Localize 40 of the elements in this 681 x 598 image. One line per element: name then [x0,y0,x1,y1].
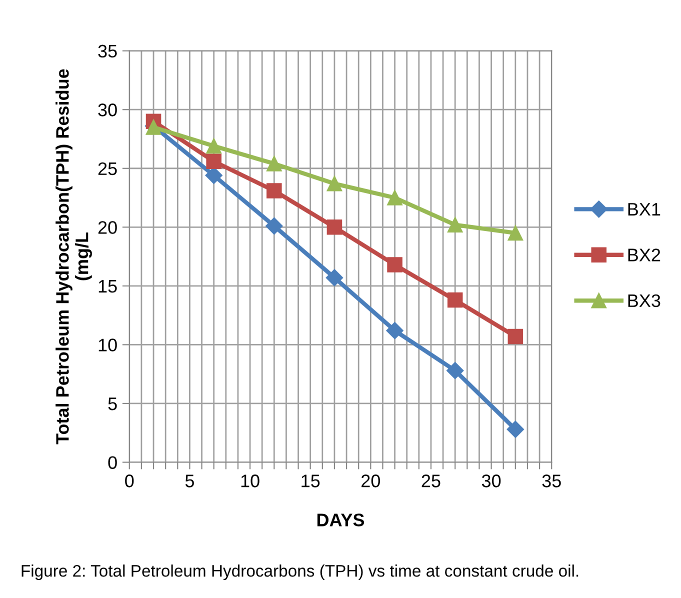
y-tick-label: 15 [98,280,117,293]
point [447,217,463,232]
point [508,225,524,241]
legend-label: BX2 [628,248,660,262]
x-tick-label: 25 [422,474,440,488]
legend-label: BX3 [628,294,660,308]
y-tick-label: 25 [98,162,117,176]
x-tick-label: 20 [362,474,380,488]
x-axis-title: DAYS [317,514,364,526]
x-tick-label: 35 [542,474,561,488]
x-tick-label: 0 [125,474,134,488]
x-tick-label: 30 [482,474,501,488]
x-tick-label: 5 [185,474,194,488]
point [266,217,283,235]
point [326,220,342,235]
point [447,292,463,308]
x-tick-label: 10 [241,474,260,488]
point [387,190,402,206]
y-tick-label: 30 [98,104,117,116]
point [326,176,342,192]
point [386,322,404,340]
x-tick-label: 15 [302,474,320,488]
y-axis-title: Total Petroleum Hydrocarbon(TPH) Residue (mg/L [56,69,92,444]
point [506,420,524,438]
point [387,257,402,272]
y-tick-label: 10 [98,338,117,352]
y-tick-label: 0 [108,456,117,469]
y-tick-label: 5 [108,398,117,410]
point [146,120,162,135]
point [266,183,282,198]
point [266,156,282,172]
y-tick-label: 35 [98,44,117,58]
point [206,154,222,169]
point [446,362,464,380]
point [508,328,524,344]
y-tick-label: 20 [98,221,117,234]
point [326,269,344,286]
legend-label: BX1 [628,203,660,216]
caption: Figure 2: Total Petroleum Hydrocarbons (TPH) vs time at constant crude oil. [22,564,578,580]
point [206,138,222,154]
